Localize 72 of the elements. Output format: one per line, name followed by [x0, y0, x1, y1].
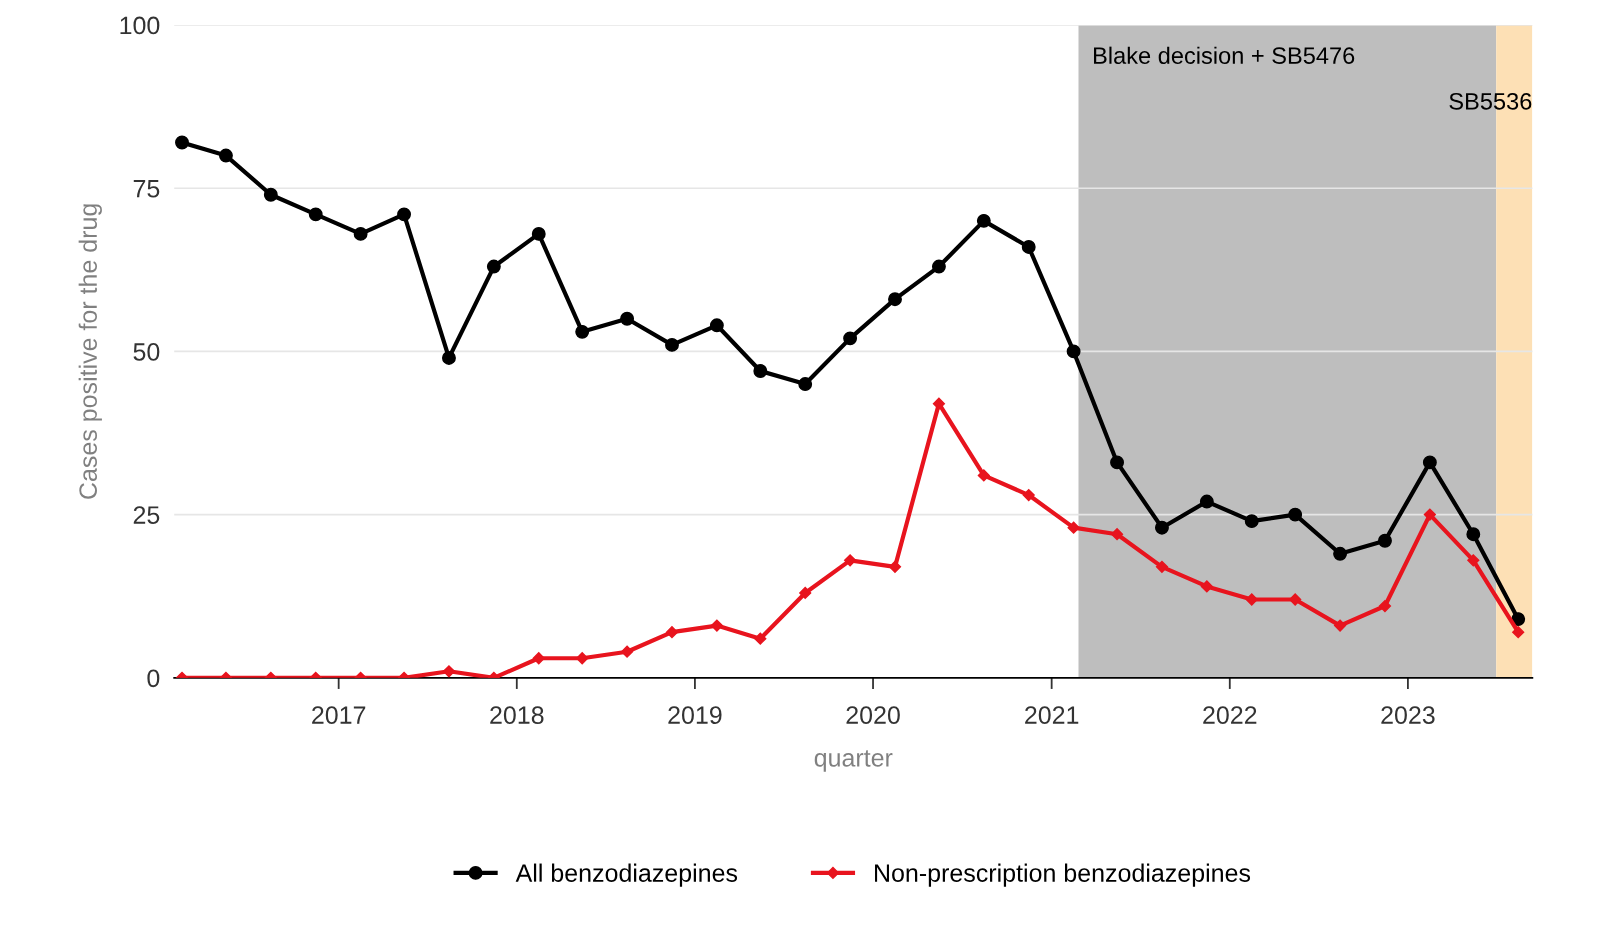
- point: [753, 364, 768, 378]
- point: [1467, 554, 1480, 567]
- x-tick-label: 2023: [1381, 706, 1435, 724]
- point: [799, 586, 812, 600]
- point: [1067, 521, 1080, 534]
- y-tick-label: 75: [133, 180, 160, 198]
- point: [1333, 546, 1348, 561]
- point: [1022, 488, 1035, 502]
- point: [1511, 612, 1526, 627]
- point: [531, 226, 546, 241]
- point: [175, 135, 189, 150]
- point: [754, 632, 767, 645]
- point: [1155, 520, 1169, 535]
- point: [1333, 619, 1347, 632]
- x-axis-title: quarter: [814, 750, 893, 772]
- point: [1199, 494, 1214, 509]
- legend-label: All benzodiazepines: [515, 863, 738, 887]
- point: [843, 331, 858, 346]
- point: [1466, 527, 1481, 542]
- y-tick-label: 0: [147, 669, 160, 688]
- point: [1512, 626, 1525, 639]
- point: [1378, 533, 1392, 548]
- y-tick-label: 100: [120, 16, 160, 35]
- point: [1110, 455, 1124, 470]
- point: [888, 292, 902, 307]
- x-tick-label: 2020: [846, 706, 900, 724]
- point: [575, 324, 590, 339]
- point: [1289, 593, 1302, 606]
- point: [1244, 514, 1259, 529]
- point: [665, 626, 679, 639]
- x-tick-label: 2021: [1025, 706, 1079, 724]
- y-tick-label: 25: [133, 506, 160, 524]
- point: [798, 377, 813, 392]
- x-tick-label: 2017: [312, 706, 366, 724]
- point: [308, 207, 323, 222]
- y-axis-title: Cases positive for the drug: [78, 204, 102, 499]
- point: [709, 318, 724, 333]
- point: [1422, 455, 1437, 470]
- point: [931, 259, 946, 274]
- point: [665, 337, 679, 352]
- point: [1200, 580, 1213, 593]
- point: [1288, 507, 1303, 522]
- x-tick-label: 2019: [668, 706, 722, 724]
- band-label: Blake decision + SB5476: [1094, 46, 1355, 64]
- point: [353, 226, 368, 241]
- point: [888, 560, 902, 573]
- point: [263, 187, 278, 202]
- point: [218, 148, 233, 163]
- y-tick-label: 50: [133, 343, 160, 361]
- x-tick-label: 2018: [490, 706, 544, 724]
- point: [710, 619, 723, 632]
- point: [977, 469, 990, 482]
- point: [1155, 560, 1169, 573]
- point: [1110, 528, 1124, 541]
- point: [442, 665, 456, 678]
- point: [576, 652, 589, 665]
- point: [1066, 344, 1081, 359]
- point: [486, 259, 501, 274]
- point: [532, 652, 545, 665]
- point: [976, 213, 991, 228]
- point: [620, 311, 635, 326]
- x-tick-label: 2022: [1203, 706, 1257, 724]
- point: [620, 645, 634, 658]
- point: [1245, 593, 1258, 606]
- legend-label: Non-prescription benzodiazepines: [875, 863, 1251, 887]
- point: [1423, 508, 1436, 521]
- band-label: SB5536: [1449, 92, 1532, 110]
- point: [1378, 599, 1392, 613]
- point: [397, 207, 412, 222]
- point: [1021, 240, 1036, 254]
- point: [442, 351, 456, 365]
- point: [932, 397, 946, 410]
